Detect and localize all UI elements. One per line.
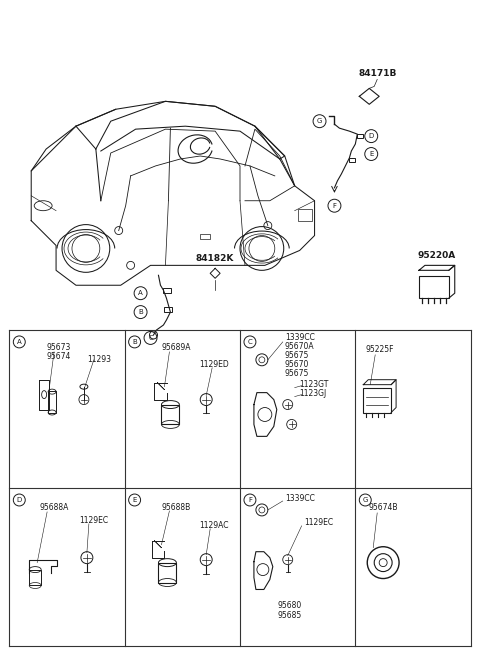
Bar <box>349 158 355 162</box>
Text: 95675: 95675 <box>285 351 309 360</box>
Bar <box>419 276 449 298</box>
Text: 1129EC: 1129EC <box>305 518 334 527</box>
Text: 1123GT: 1123GT <box>300 380 329 389</box>
Text: D: D <box>369 133 374 139</box>
Bar <box>29 570 41 586</box>
Text: 95674: 95674 <box>47 352 71 362</box>
Text: G: G <box>362 497 368 503</box>
Bar <box>200 234 210 238</box>
Text: 95688B: 95688B <box>162 504 191 512</box>
Text: D: D <box>17 497 22 503</box>
Text: G: G <box>317 118 322 124</box>
Text: 95685: 95685 <box>278 611 302 620</box>
Text: 1339CC: 1339CC <box>285 493 314 502</box>
Text: A: A <box>138 290 143 296</box>
Text: E: E <box>132 497 137 503</box>
Text: 11293: 11293 <box>87 355 111 364</box>
Bar <box>298 209 312 221</box>
Text: F: F <box>248 497 252 503</box>
Text: A: A <box>17 339 22 345</box>
Text: C: C <box>248 339 252 345</box>
Text: 1129EC: 1129EC <box>79 516 108 525</box>
Text: 95674B: 95674B <box>369 504 398 512</box>
Text: 95680: 95680 <box>278 601 302 610</box>
Text: 95689A: 95689A <box>162 343 191 352</box>
Text: 95220A: 95220A <box>418 251 456 260</box>
Bar <box>161 405 180 424</box>
Text: 84182K: 84182K <box>196 254 234 263</box>
Text: 1339CC: 1339CC <box>285 333 314 343</box>
Bar <box>357 134 363 138</box>
Text: C: C <box>148 335 153 341</box>
Text: B: B <box>138 309 143 315</box>
Text: 1129AC: 1129AC <box>199 521 229 531</box>
Text: 95673: 95673 <box>47 343 71 352</box>
Text: B: B <box>132 339 137 345</box>
Bar <box>158 563 176 582</box>
Text: F: F <box>333 202 336 209</box>
Bar <box>164 288 171 293</box>
Bar <box>48 390 56 413</box>
Text: 95225F: 95225F <box>366 345 395 354</box>
Text: 1129ED: 1129ED <box>199 360 229 369</box>
Text: 95675: 95675 <box>285 369 309 378</box>
Text: 95670: 95670 <box>285 360 309 369</box>
Text: E: E <box>369 151 373 157</box>
Text: 95688A: 95688A <box>39 504 69 512</box>
Bar <box>363 388 391 413</box>
Bar <box>165 307 172 312</box>
Text: 1123GJ: 1123GJ <box>300 389 327 398</box>
Text: 84171B: 84171B <box>358 69 396 78</box>
Text: 95670A: 95670A <box>285 343 314 351</box>
